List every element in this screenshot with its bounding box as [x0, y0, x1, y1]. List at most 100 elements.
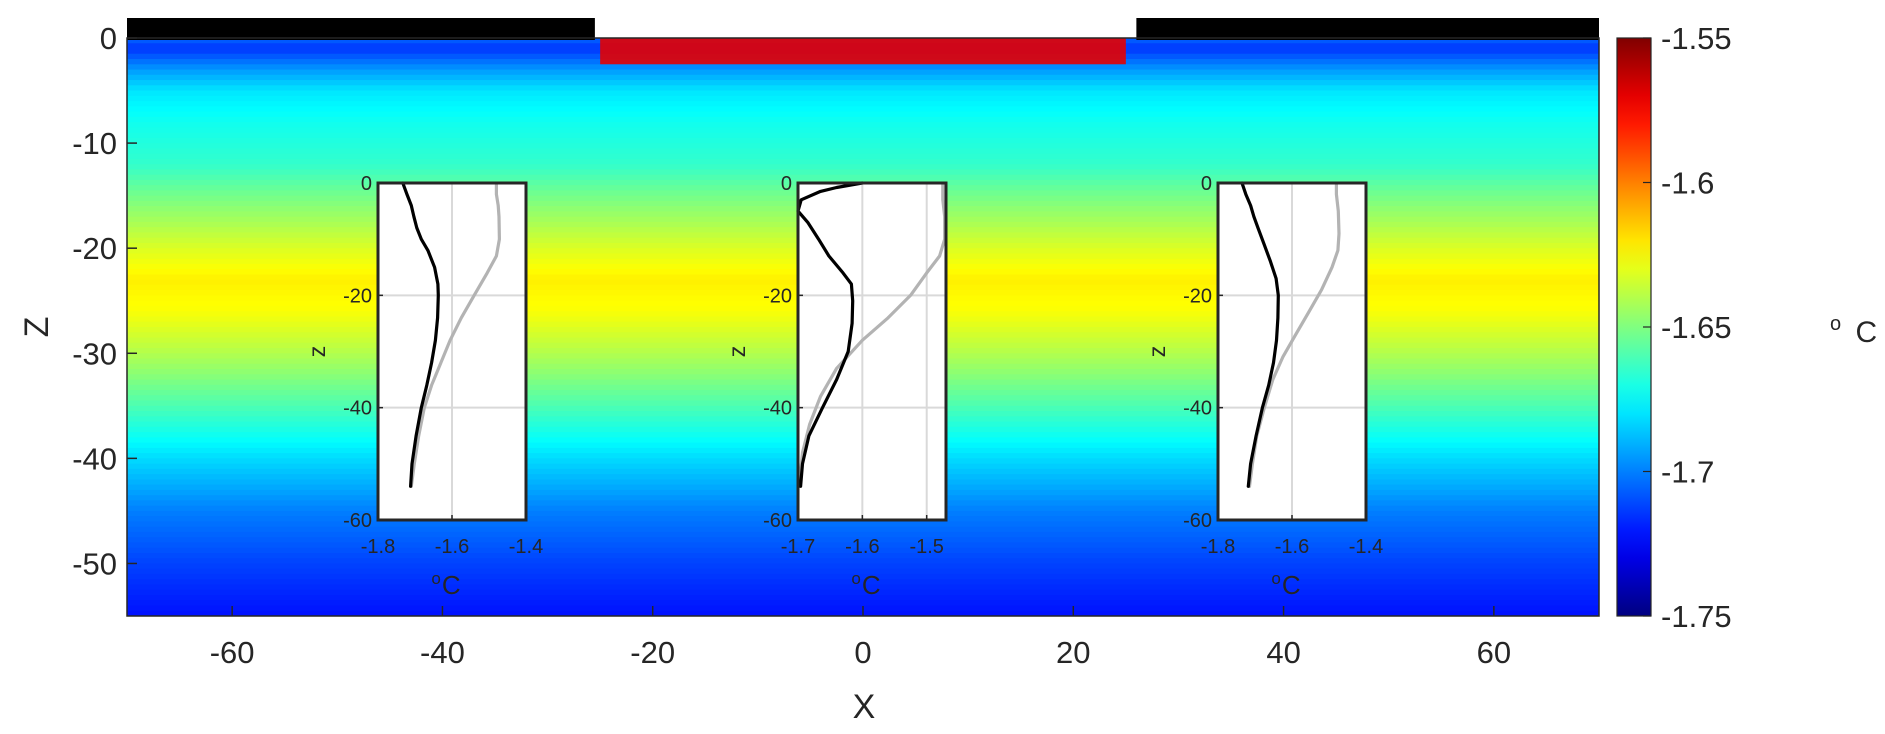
- temperature-band: [127, 526, 1599, 533]
- temperature-band: [127, 558, 1599, 565]
- ice-shelf: [127, 18, 595, 40]
- x-tick-label: -20: [630, 635, 675, 670]
- colorbar-tick-label: -1.55: [1661, 21, 1732, 56]
- inset-y-tick-label: -60: [343, 510, 372, 532]
- inset-x-tick-label: -1.6: [435, 536, 469, 558]
- temperature-band: [127, 531, 1599, 538]
- x-tick-label: 40: [1266, 635, 1300, 670]
- temperature-band: [127, 127, 1599, 134]
- temperature-band: [127, 95, 1599, 102]
- profile-inset: -1.8 -1.6 -1.4 0 -20 -40 -60 z oC: [304, 173, 543, 600]
- temperature-band: [127, 90, 1599, 97]
- y-axis-ticks: 0 -10 -20 -30 -40 -50: [72, 21, 137, 581]
- inset-y-axis-label: z: [1144, 346, 1170, 358]
- ice-shelves: [127, 18, 1599, 40]
- inset-y-tick-label: -40: [343, 398, 372, 420]
- inset-unit-text: C: [862, 570, 881, 600]
- temperature-band: [127, 568, 1599, 575]
- inset-x-tick-label: -1.8: [361, 536, 395, 558]
- inset-y-tick-label: -20: [1183, 285, 1212, 307]
- colorbar-ticks: -1.55 -1.6 -1.65 -1.7 -1.75: [1643, 21, 1732, 634]
- profile-series-line: [409, 181, 501, 488]
- temperature-band: [127, 143, 1599, 150]
- temperature-band: [127, 537, 1599, 544]
- colorbar-tick-label: -1.75: [1661, 599, 1732, 634]
- colorbar-tick-label: -1.65: [1661, 310, 1732, 345]
- temperature-band: [127, 137, 1599, 144]
- temperature-band: [127, 158, 1599, 165]
- x-tick-label: -40: [420, 635, 465, 670]
- inset-y-axis-label: z: [304, 346, 330, 358]
- inset-y-tick-label: 0: [361, 173, 372, 195]
- y-tick-label: -20: [72, 231, 117, 266]
- ice-shelf: [1136, 18, 1599, 40]
- temperature-band: [127, 169, 1599, 176]
- y-tick-label: -40: [72, 441, 117, 476]
- colorbar-degree-symbol: o: [1830, 313, 1841, 335]
- colorbar-unit-label: o C: [1830, 304, 1877, 349]
- temperature-band: [127, 122, 1599, 129]
- x-tick-label: 20: [1056, 635, 1090, 670]
- profile-inset: -1.8 -1.6 -1.4 0 -20 -40 -60 z oC: [1144, 173, 1383, 600]
- surface-warm-layer: [600, 38, 1126, 65]
- inset-y-tick-label: -20: [343, 285, 372, 307]
- inset-degree-symbol: o: [851, 569, 860, 588]
- colorbar-tick-label: -1.6: [1661, 166, 1714, 201]
- temperature-band: [127, 116, 1599, 123]
- temperature-band: [127, 148, 1599, 155]
- temperature-band: [127, 80, 1599, 87]
- x-axis-label: X: [853, 688, 876, 726]
- inset-x-tick-label: -1.4: [509, 536, 543, 558]
- x-tick-label: -60: [210, 635, 255, 670]
- inset-y-axis-label: z: [724, 346, 750, 358]
- profile-series-line: [796, 181, 864, 488]
- inset-y-tick-label: 0: [1201, 173, 1212, 195]
- temperature-band: [127, 594, 1599, 602]
- temperature-band: [127, 111, 1599, 118]
- x-tick-label: 0: [854, 635, 871, 670]
- inset-degree-symbol: o: [431, 569, 440, 588]
- x-tick-label: 60: [1477, 635, 1511, 670]
- temperature-band: [127, 164, 1599, 171]
- inset-y-tick-label: 0: [781, 173, 792, 195]
- temperature-band: [127, 573, 1599, 581]
- inset-y-tick-label: -60: [1183, 510, 1212, 532]
- y-tick-label: -10: [72, 126, 117, 161]
- temperature-band: [127, 563, 1599, 570]
- y-tick-label: 0: [100, 21, 117, 56]
- y-tick-label: -30: [72, 336, 117, 371]
- y-axis-label: Z: [18, 317, 56, 338]
- inset-x-tick-label: -1.8: [1201, 536, 1235, 558]
- inset-y-tick-label: -60: [763, 510, 792, 532]
- profile-inset: -1.7 -1.6 -1.5 0 -20 -40 -60 z oC: [724, 173, 948, 600]
- profile-series-line: [1240, 181, 1280, 488]
- temperature-band: [127, 69, 1599, 76]
- inset-y-tick-label: -20: [763, 285, 792, 307]
- temperature-band: [127, 579, 1599, 586]
- temperature-band: [127, 85, 1599, 92]
- temperature-band: [127, 64, 1599, 71]
- inset-x-tick-label: -1.4: [1349, 536, 1383, 558]
- temperature-band: [127, 552, 1599, 559]
- temperature-band: [127, 584, 1599, 591]
- inset-y-tick-label: -40: [763, 398, 792, 420]
- temperature-band: [127, 153, 1599, 160]
- y-tick-label: -50: [72, 546, 117, 581]
- inset-background: [798, 183, 946, 520]
- inset-unit-text: C: [1282, 570, 1301, 600]
- temperature-band: [127, 521, 1599, 528]
- temperature-band: [127, 600, 1599, 607]
- profile-series-line: [401, 181, 440, 488]
- temperature-band: [127, 132, 1599, 139]
- inset-x-tick-label: -1.5: [909, 536, 943, 558]
- inset-frame: [796, 181, 948, 522]
- inset-x-axis-label: oC: [1271, 569, 1300, 600]
- colorbar-tick-label: -1.7: [1661, 455, 1714, 490]
- temperature-band: [127, 547, 1599, 554]
- inset-x-axis-label: oC: [431, 569, 460, 600]
- inset-y-tick-label: -40: [1183, 398, 1212, 420]
- temperature-band: [127, 101, 1599, 108]
- inset-x-axis-label: oC: [851, 569, 880, 600]
- inset-unit-text: C: [442, 570, 461, 600]
